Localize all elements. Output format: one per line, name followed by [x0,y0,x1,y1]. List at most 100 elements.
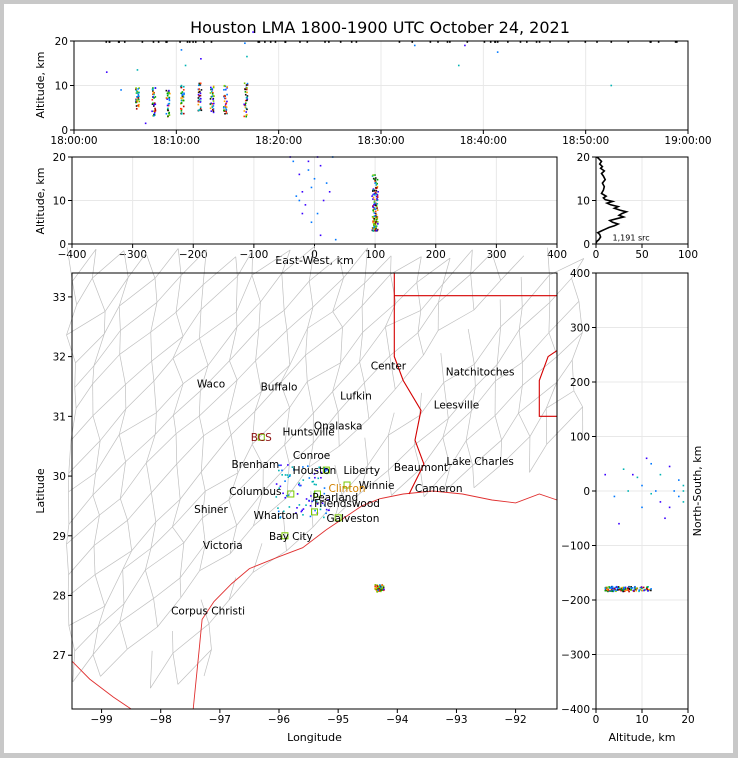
ns-point [664,517,666,520]
alt-time-top-point [284,41,287,43]
county-boundary [156,383,184,413]
alt-time-point [457,64,460,67]
hist-ytick-label-2: 20 [577,152,590,164]
county-boundary [529,444,548,473]
county-boundary [68,605,105,626]
county-boundary [176,463,181,500]
alt-time-point [200,109,203,112]
county-boundary [72,654,94,683]
county-boundary [571,359,575,391]
alt-time-top-point [584,41,587,43]
map-ytick-label-1: 28 [53,591,66,603]
ns-point [620,589,622,592]
county-boundary [280,354,306,384]
map-storm-point [374,585,376,588]
map-ytick-label-4: 31 [53,411,66,423]
alt-time-point [224,103,227,105]
alt-time-point [244,102,247,104]
county-boundary [251,250,253,276]
ns-ytick-label-4: 0 [583,486,590,498]
alt-time-point [223,95,226,97]
alt-time-point [223,100,226,103]
county-boundary [334,464,343,495]
alt-ew-point [372,220,374,223]
county-boundary [200,365,209,392]
ns-point [611,590,614,593]
map-storm-point [379,584,382,587]
alt-time-point [244,104,247,107]
alt-ew-point [310,221,313,224]
alt-ew-point [374,202,376,205]
county-boundary [518,385,523,414]
map-source-point [327,509,330,512]
alt-time-point [243,115,246,118]
county-boundary [145,569,154,599]
county-boundary [362,302,397,333]
ns-point [643,589,645,592]
city-label: Lake Charles [446,456,513,468]
ns-point [606,586,608,589]
county-boundary [578,301,583,333]
alt-time-point [198,82,201,85]
ns-point [646,586,648,589]
ns-point [632,473,634,476]
ns-ytick-label-5: 100 [570,432,590,444]
county-boundary [394,354,424,390]
county-boundary [361,282,366,306]
figure-title: Houston LMA 1800-1900 UTC October 24, 20… [190,18,570,37]
county-boundary [496,326,502,365]
map-storm-point [379,589,382,591]
alt-ew-point [373,201,376,203]
alt-time-top-point [483,41,486,43]
map-storm-point [381,584,383,587]
alt-time-point [225,112,228,114]
alt-time-point [244,42,246,45]
county-boundary [208,623,212,650]
county-boundary [251,249,291,276]
county-boundary [472,439,502,466]
county-boundary [175,415,200,435]
county-boundary [228,572,254,601]
alt-time-point [610,84,613,87]
alt-ew-point [373,224,376,227]
county-boundary [423,330,439,356]
county-boundary [332,282,365,312]
county-boundary [92,622,120,655]
alt-time-point [180,49,183,51]
county-boundary [518,382,557,414]
ns-point [641,589,644,592]
ns-point [605,589,608,592]
alt-time-point [182,105,185,108]
ns-point [628,588,631,591]
alt-time-point [105,71,108,73]
county-boundary [198,415,204,436]
county-boundary [66,524,70,545]
county-boundary [94,574,106,607]
alt-time-point [210,88,212,91]
alt-time-top-point [123,41,126,43]
ns-point [627,589,630,591]
county-boundary [75,333,105,364]
county-boundary [309,256,340,282]
county-boundary [571,278,580,302]
alt-time-point [183,93,185,96]
county-boundary [390,256,422,275]
map-source-point [278,487,281,490]
county-boundary [253,491,264,527]
map-xtick-label-2: −97 [209,714,231,726]
county-boundary [573,390,583,408]
alt-time-top-point [494,41,497,43]
ns-point [641,587,643,589]
county-boundary [202,249,207,285]
alt-ew-point [307,169,310,171]
alt-time-top-point [203,41,205,43]
map-source-point [320,476,322,479]
alt-time-point [138,87,140,89]
county-boundary [172,358,184,384]
alt-time-point [243,82,246,85]
county-boundary [334,493,360,518]
city-label: BCS [251,432,272,444]
county-boundary [119,461,126,499]
alt-time-top-point [258,41,261,43]
alt-time-top-point [649,41,652,43]
